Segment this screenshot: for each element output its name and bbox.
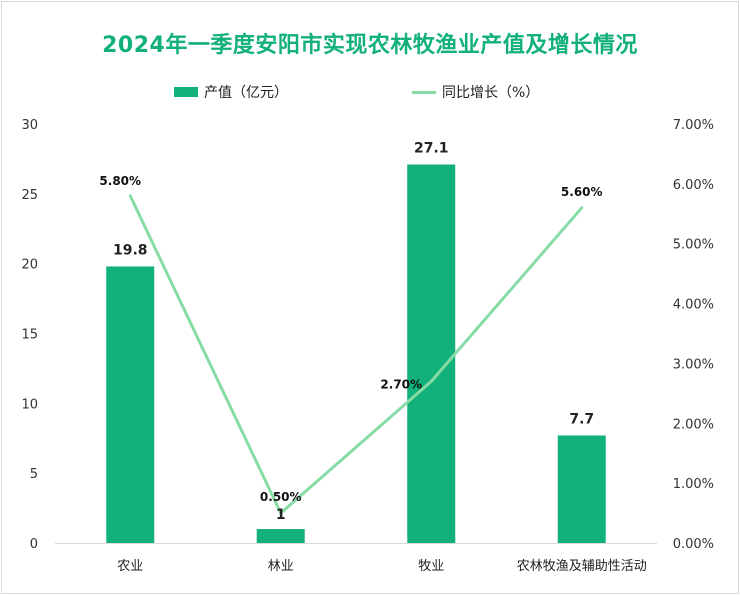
bar-0	[106, 266, 155, 543]
growth-line	[128, 194, 584, 515]
legend-item-bar: 产值（亿元）	[174, 82, 288, 102]
category-label: 林业	[268, 559, 294, 574]
category-label: 农业	[117, 559, 143, 574]
y-left-tick-label: 30	[21, 118, 38, 133]
y-right-tick-label: 1.00%	[673, 477, 714, 492]
bar-1	[256, 529, 305, 543]
bar-2	[407, 164, 456, 543]
line-data-label: 2.70%	[380, 377, 422, 391]
y-right-tick-label: 6.00%	[673, 178, 714, 193]
y-right-tick-label: 7.00%	[673, 118, 714, 133]
y-left-tick-label: 10	[21, 397, 38, 412]
category-label: 牧业	[418, 559, 444, 574]
y-right-tick-label: 4.00%	[673, 298, 714, 313]
y-left-tick-label: 5	[30, 467, 38, 482]
legend-bar-label: 产值（亿元）	[204, 85, 288, 101]
y-left-tick-label: 15	[21, 328, 38, 343]
y-left-tick-label: 25	[21, 188, 38, 203]
y-left-tick-label: 20	[21, 258, 38, 273]
chart-title: 2024年一季度安阳市实现农林牧渔业产值及增长情况	[102, 33, 638, 58]
legend-line-label: 同比增长（%）	[442, 85, 540, 101]
line-data-label: 5.60%	[561, 185, 603, 199]
legend-item-line: 同比增长（%）	[412, 82, 539, 102]
y-left-tick-label: 0	[30, 537, 38, 552]
legend-bar-swatch	[174, 87, 198, 97]
bar-data-label: 1	[276, 507, 286, 523]
y-right-tick-label: 2.00%	[673, 417, 714, 432]
bar-data-label: 19.8	[113, 242, 148, 258]
bar-data-label: 7.7	[569, 411, 594, 427]
legend-line-swatch	[412, 90, 436, 94]
bar-data-label: 27.1	[414, 141, 449, 157]
y-right-tick-label: 3.00%	[673, 357, 714, 372]
line-data-label: 0.50%	[260, 490, 302, 504]
bar-3	[557, 435, 606, 543]
line-data-label: 5.80%	[99, 174, 141, 188]
category-label: 农林牧渔及辅助性活动	[517, 559, 647, 574]
y-right-tick-label: 0.00%	[673, 537, 714, 552]
y-right-tick-label: 5.00%	[673, 238, 714, 253]
